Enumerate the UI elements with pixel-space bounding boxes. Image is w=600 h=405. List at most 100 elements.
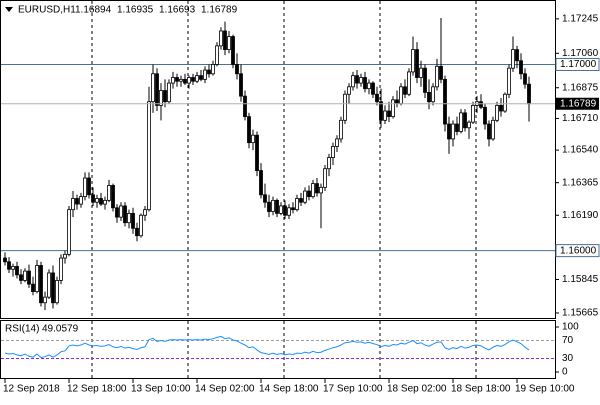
candle-body (447, 123, 451, 140)
candle-body (231, 36, 235, 65)
candle-body (135, 227, 139, 237)
candle-body (195, 75, 199, 82)
menu-triangle[interactable] (5, 7, 13, 12)
candle-body (403, 86, 407, 95)
candle-body (367, 82, 371, 90)
candle-body (183, 78, 187, 84)
candle-body (479, 101, 483, 108)
current-price-label: 1.16789 (560, 98, 597, 109)
candle-body (303, 190, 307, 203)
candle-body (103, 199, 107, 205)
rsi-current: 49.0579 (42, 324, 79, 335)
candle-body (15, 266, 19, 276)
candle-body (487, 123, 491, 140)
rsi-tick-label: 30 (562, 353, 574, 364)
candle-body (483, 106, 487, 125)
candle-body (415, 49, 419, 78)
candle-body (503, 93, 507, 112)
candle-body (179, 78, 183, 82)
candle-body (411, 49, 415, 73)
candle-body (519, 60, 523, 75)
candle-body (399, 86, 403, 104)
candle-body (99, 198, 103, 205)
candle-body (31, 283, 35, 292)
candle-body (387, 110, 391, 117)
candle-body (35, 265, 39, 292)
candle-body (59, 257, 63, 281)
candle-body (507, 67, 511, 95)
candle-body (239, 73, 243, 97)
candle-body (155, 73, 159, 106)
candle-body (435, 65, 439, 88)
candle-body (395, 99, 399, 104)
candle-body (359, 77, 363, 84)
candle-body (63, 253, 67, 259)
candle-body (27, 270, 31, 285)
candle-body (499, 105, 503, 112)
candle-body (375, 93, 379, 103)
candle-body (227, 36, 231, 50)
candle-body (331, 145, 335, 158)
candle-body (151, 73, 155, 103)
candle-body (55, 279, 59, 304)
candle-body (471, 105, 475, 123)
candle-body (79, 196, 83, 205)
header-low: 1.16693 (159, 5, 196, 16)
candle-body (343, 93, 347, 121)
candle-body (459, 112, 463, 132)
y-tick-label: 1.15665 (562, 308, 599, 319)
candle-body (319, 186, 323, 194)
candle-body (315, 183, 319, 194)
main-window (0, 0, 556, 319)
candle-body (267, 201, 271, 212)
candle-body (43, 296, 47, 304)
candle-body (47, 272, 51, 298)
candle-body (247, 116, 251, 144)
x-tick-label: 19 Sep 10:00 (515, 384, 575, 395)
candle-body (147, 101, 151, 211)
candle-body (39, 265, 43, 304)
candle-body (191, 77, 195, 82)
candle-body (467, 121, 471, 129)
candle-body (219, 30, 223, 47)
candle-body (351, 75, 355, 88)
candle-body (111, 185, 115, 209)
current-price-box (556, 97, 599, 110)
candle-body (455, 123, 459, 132)
rsi-window (0, 320, 556, 379)
candle-body (391, 99, 395, 117)
candle-body (339, 119, 343, 140)
candle-body (51, 272, 55, 304)
day-separators (91, 1, 477, 378)
candle-body (335, 138, 339, 147)
x-tick-label: 12 Sep 2018 (3, 384, 60, 395)
candle-body (443, 78, 447, 125)
candle-body (279, 205, 283, 214)
candle-body (323, 168, 327, 188)
candle-body (423, 67, 427, 93)
header-close: 1.16789 (201, 5, 238, 16)
candle-body (287, 207, 291, 216)
candle-body (139, 214, 143, 237)
symbol-title: EURUSD,H1 (18, 5, 76, 16)
rsi-line (4, 335, 530, 359)
x-tick-label: 17 Sep 10:00 (323, 384, 383, 395)
header-open: 1.16894 (75, 5, 112, 16)
x-tick-label: 13 Sep 10:00 (131, 384, 191, 395)
x-tick-label: 18 Sep 18:00 (451, 384, 511, 395)
candle-body (159, 90, 163, 106)
candle-body (223, 30, 227, 50)
candle-body (371, 82, 375, 95)
candle-body (131, 212, 135, 229)
candle-body (275, 199, 279, 214)
y-tick-label: 1.17060 (562, 48, 599, 59)
candle-body (439, 65, 443, 80)
y-tick-label: 1.16875 (562, 82, 599, 93)
candle-body (115, 207, 119, 218)
candle-body (379, 101, 383, 121)
candle-body (23, 270, 27, 281)
rsi-tick-label: 70 (562, 335, 574, 346)
candle-body (67, 209, 71, 255)
header-high: 1.16935 (117, 5, 154, 16)
